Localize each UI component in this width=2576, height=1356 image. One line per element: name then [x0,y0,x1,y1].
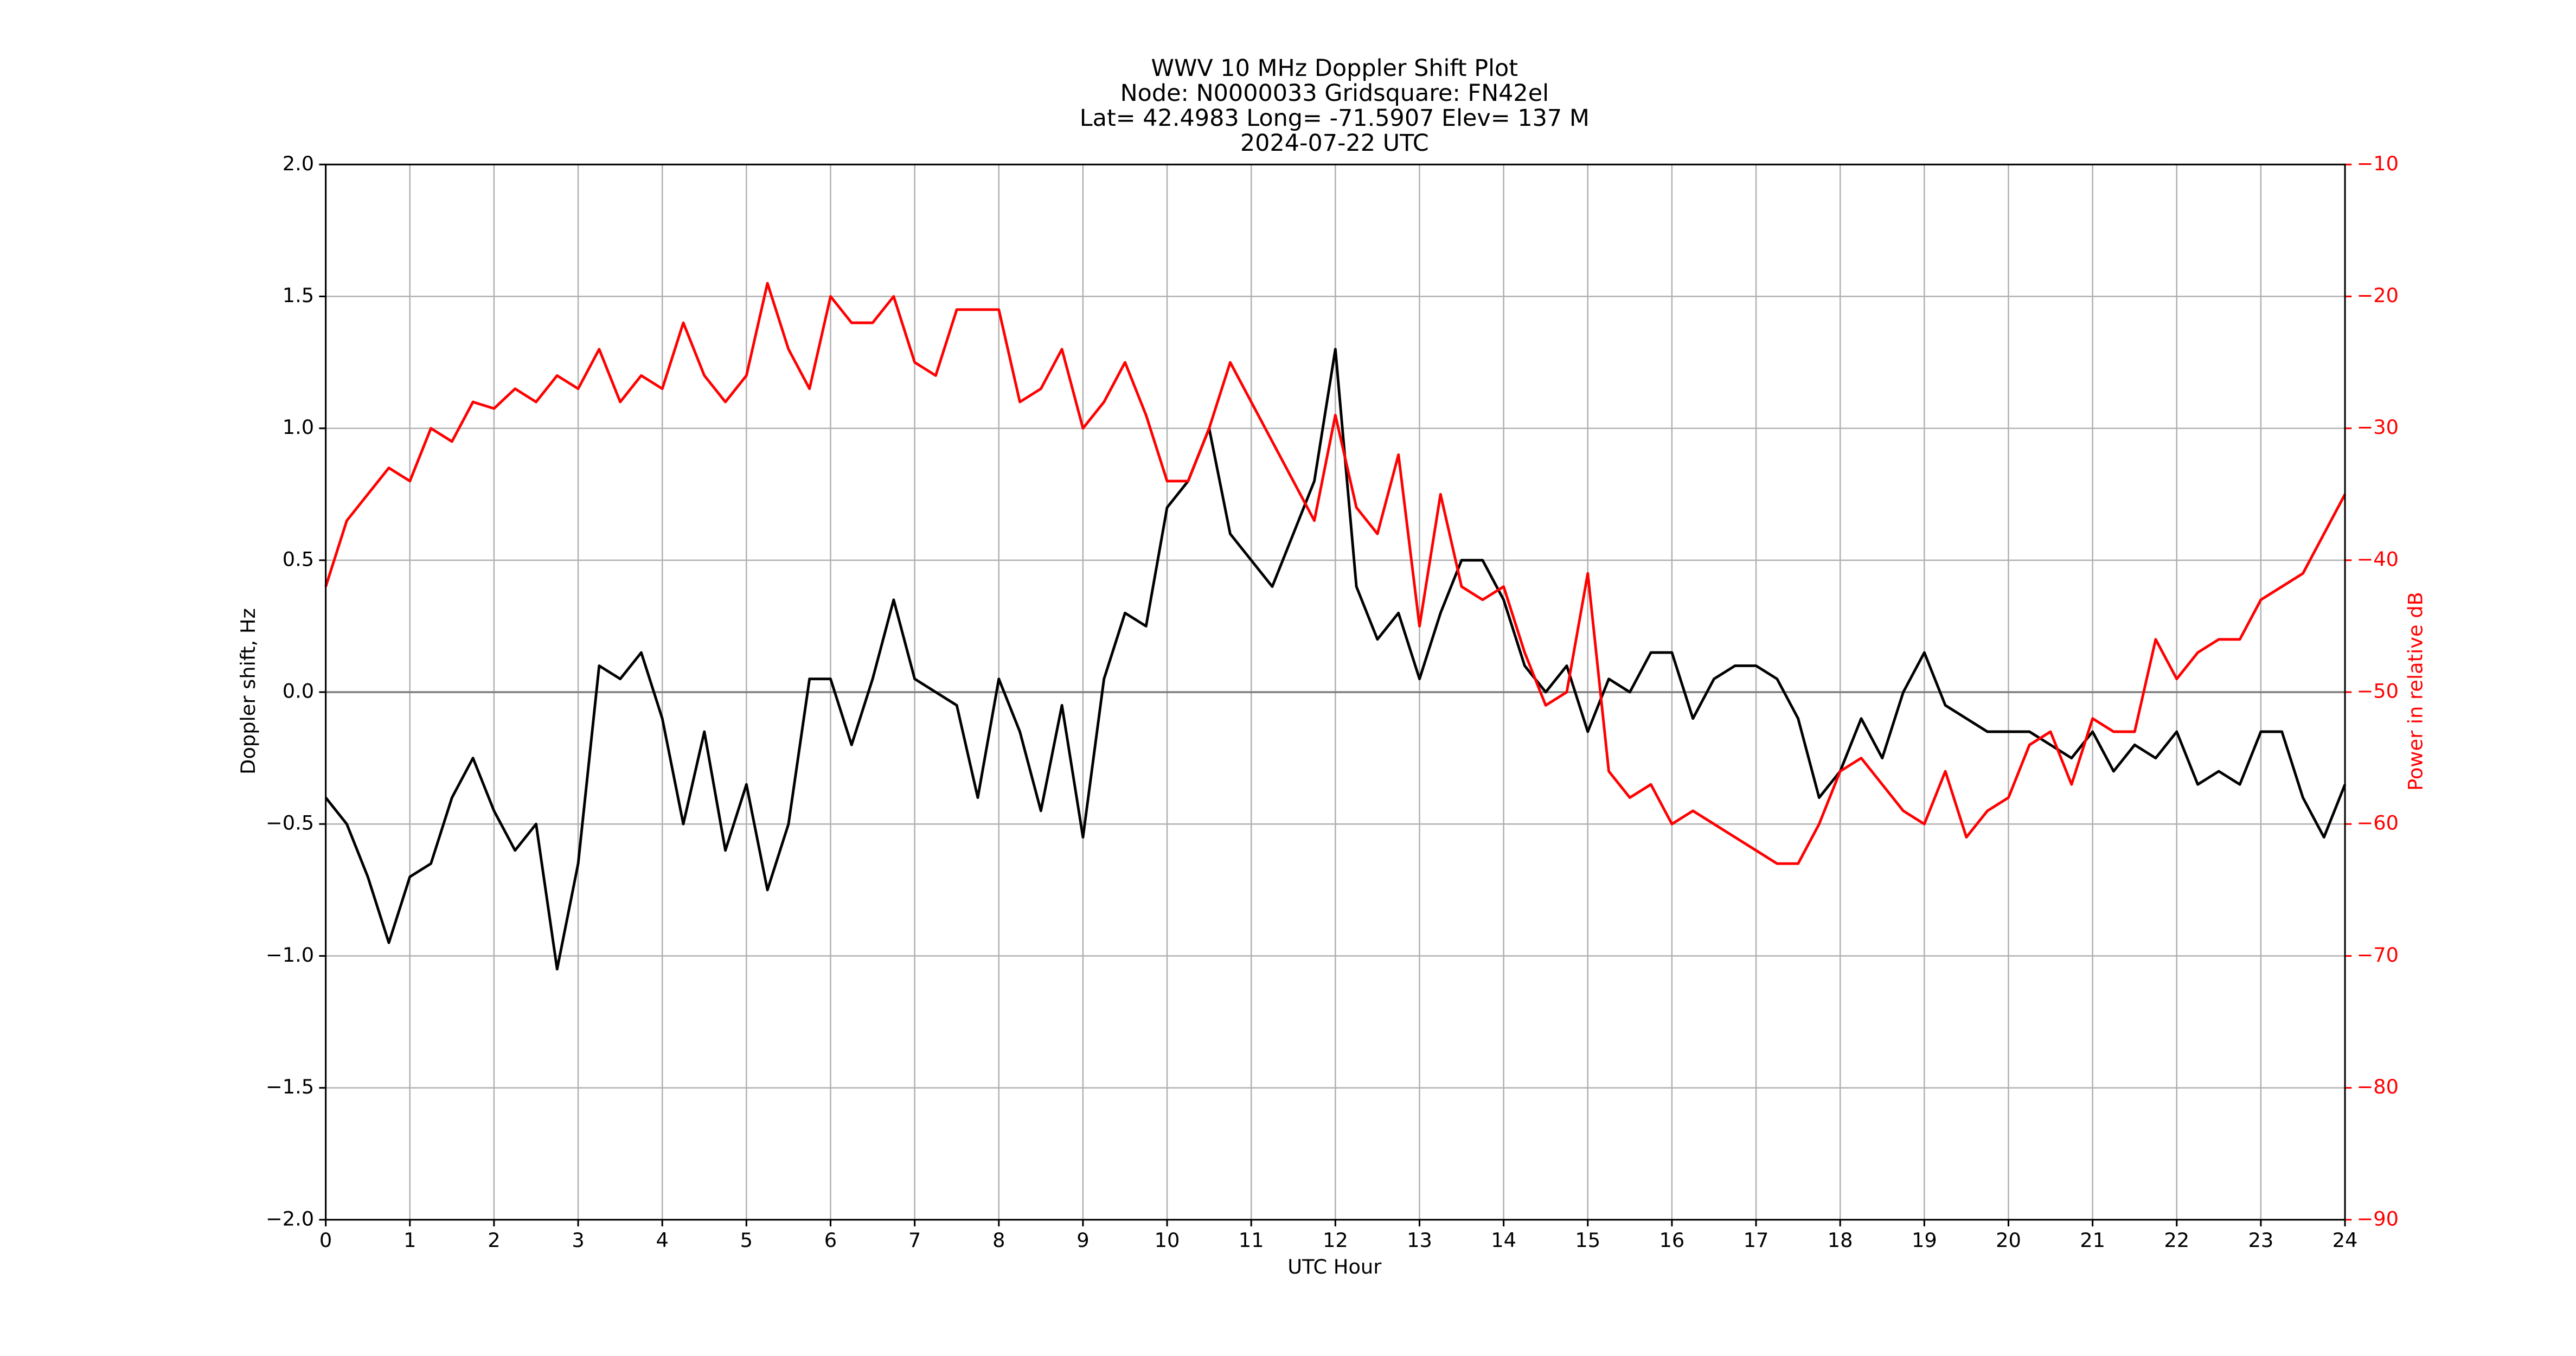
x-tick-label: 24 [2333,1229,2358,1252]
y2-axis-label: Power in relative dB [2404,592,2427,791]
y-tick-label: 1.5 [283,284,314,307]
x-tick-label: 0 [319,1229,332,1252]
y2-tick-label: −20 [2356,284,2399,307]
y-tick-label: 0.0 [283,680,314,703]
x-tick-label: 1 [403,1229,416,1252]
x-tick-label: 22 [2164,1229,2189,1252]
y2-tick-label: −10 [2356,152,2399,175]
y-tick-label: −2.0 [266,1207,314,1230]
y-tick-label: −1.0 [266,943,314,967]
x-tick-label: 19 [1912,1229,1937,1252]
x-tick-label: 13 [1407,1229,1432,1252]
y2-tick-label: −40 [2356,547,2399,571]
y-tick-label: −0.5 [266,811,314,835]
x-tick-label: 4 [656,1229,669,1252]
x-tick-label: 8 [992,1229,1005,1252]
x-tick-label: 14 [1491,1229,1516,1252]
x-tick-label: 15 [1575,1229,1600,1252]
y-tick-label: −1.5 [266,1075,314,1098]
y2-tick-label: −70 [2356,943,2399,967]
y2-tick-label: −60 [2356,811,2399,835]
x-tick-label: 2 [488,1229,500,1252]
y2-tick-label: −30 [2356,415,2399,439]
y2-tick-label: −50 [2356,680,2399,703]
data-line [324,348,2347,971]
x-tick-label: 12 [1323,1229,1348,1252]
x-tick-label: 17 [1744,1229,1769,1252]
x-tick-label: 5 [740,1229,753,1252]
x-tick-label: 23 [2248,1229,2274,1252]
chart-subtitle: Lat= 42.4983 Long= -71.5907 Elev= 137 M [1080,105,1590,132]
chart-subtitle: Node: N0000033 Gridsquare: FN42el [1120,80,1549,107]
data-line [324,282,2347,865]
x-tick-label: 6 [824,1229,837,1252]
x-tick-label: 9 [1076,1229,1089,1252]
y2-tick-label: −80 [2356,1075,2399,1098]
x-tick-label: 16 [1659,1229,1685,1252]
y2-tick-label: −90 [2356,1207,2399,1230]
x-axis-label: UTC Hour [1287,1255,1382,1278]
chart-title: WWV 10 MHz Doppler Shift Plot [1151,55,1518,82]
y-tick-label: 2.0 [283,152,314,175]
x-tick-label: 11 [1239,1229,1264,1252]
x-tick-label: 20 [1996,1229,2021,1252]
y-tick-label: 1.0 [283,415,314,439]
x-tick-label: 18 [1828,1229,1853,1252]
plot-frame [325,163,2346,1221]
y-axis-label: Doppler shift, Hz [236,608,260,775]
x-tick-label: 21 [2080,1229,2105,1252]
x-tick-label: 10 [1155,1229,1180,1252]
chart-subtitle: 2024-07-22 UTC [1240,130,1429,157]
x-tick-label: 7 [908,1229,921,1252]
x-tick-label: 3 [572,1229,584,1252]
y-tick-label: 0.5 [283,547,314,571]
